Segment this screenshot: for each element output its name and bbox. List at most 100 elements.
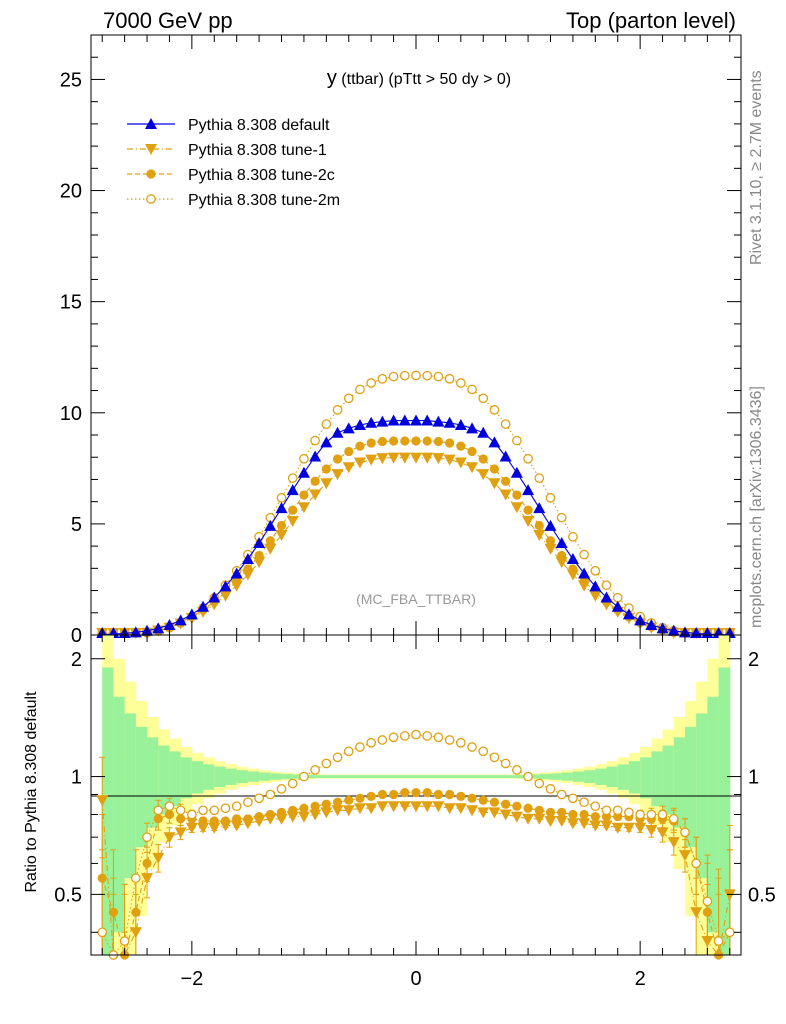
ratio-data-point	[443, 803, 456, 815]
main-data-point	[544, 519, 557, 531]
main-data-point	[534, 473, 545, 483]
band-green-bin	[303, 774, 316, 779]
ratio-data-point	[433, 732, 444, 743]
ratio-data-point	[477, 807, 490, 819]
main-data-point	[230, 580, 243, 592]
ratio-data-point	[578, 818, 591, 830]
ratio-data-point	[163, 832, 176, 844]
main-data-point	[299, 453, 309, 464]
band-green-bin	[595, 768, 608, 785]
main-data-point	[456, 441, 466, 451]
main-data-point	[433, 436, 444, 447]
band-green-bin	[528, 774, 540, 779]
main-data-point	[275, 502, 288, 514]
ratio-data-point	[467, 793, 477, 803]
band-green-bin	[550, 773, 563, 780]
ratio-y-tick-label-right: 0.5	[748, 884, 776, 906]
main-data-point	[388, 436, 399, 446]
main-data-point	[355, 441, 365, 451]
ratio-data-point	[399, 731, 410, 741]
ratio-data-point	[209, 805, 220, 816]
ratio-data-point	[499, 809, 512, 821]
main-data-point	[219, 580, 232, 592]
main-data-point	[432, 415, 445, 427]
legend-item: Pythia 8.308 tune-2c	[127, 167, 335, 184]
ratio-data-point	[310, 765, 320, 775]
main-data-point	[332, 405, 343, 415]
ratio-uncertainty-bands	[102, 635, 731, 955]
ratio-data-point	[454, 803, 467, 815]
main-data-point	[533, 502, 546, 514]
main-data-point	[310, 435, 320, 446]
ratio-data-point	[544, 815, 557, 827]
ratio-data-point	[634, 822, 647, 834]
main-data-point	[376, 415, 389, 427]
x-tick-labels: −2 0 2	[180, 968, 645, 990]
ratio-data-point	[353, 803, 366, 815]
legend: Pythia 8.308 default Pythia 8.308 tune-1 P…	[127, 117, 340, 209]
main-data-point	[219, 590, 232, 602]
ratio-data-point	[645, 825, 658, 837]
main-data-point	[366, 378, 377, 388]
main-data-point	[522, 484, 535, 496]
main-data-point	[422, 370, 433, 381]
ratio-data-point	[657, 809, 668, 820]
ratio-data-point	[254, 793, 264, 804]
main-data-point	[656, 622, 669, 634]
main-data-point	[331, 426, 344, 438]
band-green-bin	[281, 774, 294, 780]
band-green-bin	[539, 774, 551, 780]
legend-item: Pythia 8.308 tune-1	[127, 142, 327, 159]
ratio-data-point	[622, 822, 635, 834]
main-data-point	[478, 454, 488, 464]
ratio-data-point	[198, 805, 208, 816]
main-data-point	[287, 473, 298, 483]
ratio-data-point	[220, 803, 231, 814]
ratio-data-point	[600, 820, 613, 832]
main-data-point	[489, 405, 500, 415]
ratio-data-point	[119, 936, 130, 946]
main-y-tick-label: 0	[71, 625, 82, 647]
band-green-bin	[662, 745, 675, 815]
main-data-point	[332, 454, 343, 464]
main-data-point	[523, 505, 533, 515]
ratio-data-point	[568, 793, 578, 804]
main-axis-ticks	[91, 34, 741, 636]
band-green-bin	[651, 751, 664, 807]
main-data-point	[343, 393, 354, 404]
main-data-point	[499, 489, 512, 501]
main-data-point	[444, 373, 455, 384]
mcplots-reference-label: mcplots.cern.ch [arXiv:1306.3436]	[748, 386, 765, 628]
main-data-point	[411, 370, 421, 381]
ratio-data-point	[421, 801, 434, 813]
ratio-data-point	[366, 737, 377, 748]
main-data-point	[310, 476, 320, 486]
main-data-point	[600, 591, 613, 603]
ratio-data-point	[680, 827, 690, 838]
ratio-data-point	[209, 816, 219, 826]
ratio-data-point	[343, 746, 354, 757]
main-data-point	[309, 450, 322, 462]
main-data-point	[297, 502, 310, 514]
ratio-data-point	[197, 822, 210, 834]
main-data-point	[344, 446, 354, 457]
ratio-data-point	[411, 729, 421, 740]
main-data-point	[366, 438, 376, 448]
ratio-data-point	[445, 789, 455, 800]
ratio-data-point	[344, 795, 354, 805]
main-data-point	[320, 478, 333, 490]
main-data-point	[544, 543, 557, 555]
ratio-data-point	[388, 789, 399, 800]
ratio-data-point	[534, 778, 545, 789]
main-data-point	[321, 464, 331, 474]
main-data-point	[288, 505, 298, 515]
ratio-data-point	[232, 814, 242, 824]
ratio-data-point	[287, 778, 298, 789]
band-green-bin	[606, 766, 619, 788]
main-y-tick-labels: 0 5 10 15 20 25	[60, 69, 82, 647]
main-data-point	[589, 580, 602, 592]
ratio-y-tick-labels: 0.5 0.5 1 1 2 2	[54, 649, 776, 907]
rivet-version-label: Rivet 3.1.10, ≥ 2.7M events	[748, 70, 765, 265]
x-tick-label: 0	[410, 968, 421, 990]
